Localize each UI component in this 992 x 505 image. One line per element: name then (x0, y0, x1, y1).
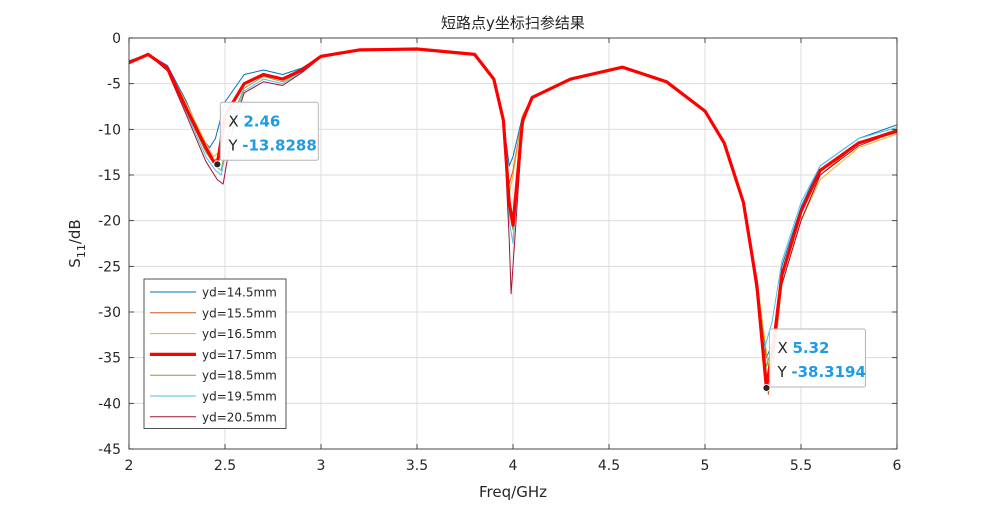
legend-item: yd=20.5mm (150, 410, 277, 424)
datatip-y-row: Y -38.3194 (776, 363, 865, 381)
datatip-x-row: X 5.32 (777, 339, 829, 357)
y-axis-label-main: S (66, 258, 84, 268)
datatip-box (768, 328, 866, 388)
y-axis-label-subscript: 11 (75, 244, 88, 258)
datatip-y-row: Y -13.8288 (227, 136, 316, 154)
datatip-marker[interactable] (213, 160, 222, 169)
y-tick-label: -25 (98, 259, 121, 275)
x-tick-label: 2 (125, 458, 134, 474)
legend-item: yd=14.5mm (150, 286, 277, 300)
x-axis-label: Freq/GHz (479, 483, 547, 501)
chart-title: 短路点y坐标扫参结果 (441, 14, 585, 32)
legend-label: yd=14.5mm (202, 286, 277, 300)
datatip-x-label: X (228, 112, 243, 130)
y-tick-label: -15 (98, 168, 121, 184)
datatip-y-value: -13.8288 (242, 136, 317, 154)
datatip-box (219, 101, 319, 161)
legend-item: yd=15.5mm (150, 306, 277, 320)
datatip-x-value: 2.46 (243, 112, 280, 130)
y-axis-label-suffix: /dB (66, 219, 84, 244)
y-tick-label: -20 (98, 214, 121, 230)
y-axis-label: S11/dB (66, 219, 88, 267)
x-tick-label: 4 (509, 458, 518, 474)
legend-item: yd=17.5mm (150, 348, 277, 362)
x-tick-label: 5 (701, 458, 710, 474)
legend-label: yd=17.5mm (202, 348, 277, 362)
x-tick-label: 6 (893, 458, 902, 474)
legend-label: yd=15.5mm (202, 306, 277, 320)
legend-item: yd=19.5mm (150, 390, 277, 404)
legend: yd=14.5mm yd=15.5mm yd=16.5mm yd=17.5mm yd=1… (143, 278, 287, 430)
x-tick-label: 3 (317, 458, 326, 474)
datatip[interactable]: X 5.32Y -38.3194 (762, 328, 866, 392)
datatip[interactable]: X 2.46Y -13.8288 (213, 101, 319, 169)
y-tick-label: -45 (98, 442, 121, 458)
legend-label: yd=19.5mm (202, 390, 277, 404)
x-axis-ticks: 2 2.5 3 3.5 4 4.5 5 5.5 6 (125, 38, 902, 474)
datatip-x-value: 5.32 (792, 339, 829, 357)
datatip-marker[interactable] (762, 384, 771, 392)
legend-item: yd=18.5mm (150, 369, 277, 383)
x-tick-label: 5.5 (790, 458, 812, 474)
y-tick-label: -30 (98, 305, 121, 321)
y-tick-label: -40 (98, 396, 121, 412)
y-tick-label: -5 (107, 77, 121, 93)
datatip-y-label: Y (227, 136, 242, 154)
x-tick-label: 4.5 (598, 458, 620, 474)
datatip-x-label: X (777, 339, 792, 357)
y-tick-label: -35 (98, 351, 121, 367)
legend-label: yd=20.5mm (202, 410, 277, 424)
datatip-y-value: -38.3194 (791, 363, 866, 381)
x-tick-label: 2.5 (214, 458, 236, 474)
legend-label: yd=16.5mm (202, 327, 277, 341)
legend-label: yd=18.5mm (202, 369, 277, 383)
y-axis-ticks: 0 -5 -10 -15 -20 -25 -30 -35 -40 -45 (98, 31, 897, 458)
y-tick-label: -10 (98, 122, 121, 138)
x-tick-label: 3.5 (406, 458, 428, 474)
datatip-y-label: Y (776, 363, 791, 381)
legend-item: yd=16.5mm (150, 327, 277, 341)
y-tick-label: 0 (112, 31, 121, 47)
datatip-x-row: X 2.46 (228, 112, 280, 130)
